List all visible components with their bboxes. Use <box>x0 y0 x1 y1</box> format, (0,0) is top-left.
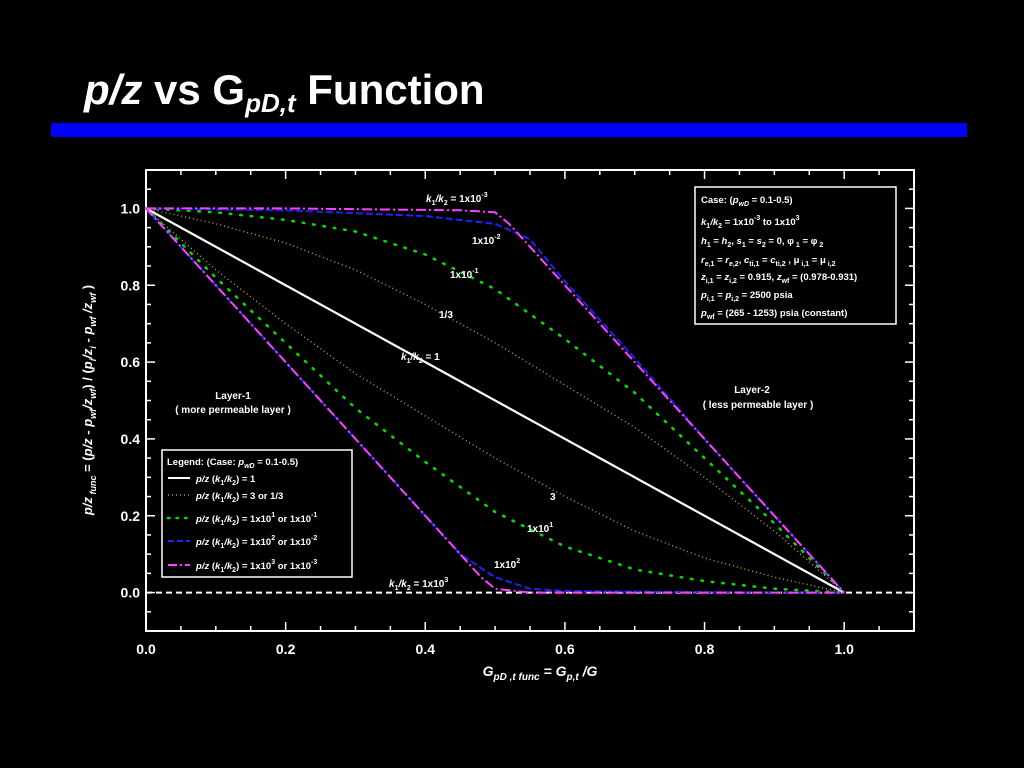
series-layer <box>144 207 914 594</box>
series-k10-inv <box>144 207 846 594</box>
curve-label-k1000-inv: k1/k2 = 1x10-3 <box>426 192 488 207</box>
svg-text:pi,1 = pi,2 = 2500 psia: pi,1 = pi,2 = 2500 psia <box>700 290 793 303</box>
y-axis-title: p/z func = (p/z - pwf/zwf) / (pi/zi - pw… <box>80 285 98 516</box>
y-tick-label: 0.8 <box>121 277 141 293</box>
svg-text:p/z (k1/k2) = 1x102 or 1x10-2: p/z (k1/k2) = 1x102 or 1x10-2 <box>195 535 317 550</box>
series-k100 <box>145 207 845 594</box>
y-tick-label: 0.2 <box>121 508 141 524</box>
y-tick-label: 0.4 <box>121 431 141 447</box>
y-tick-label: 1.0 <box>121 200 141 216</box>
x-tick-label: 0.4 <box>416 641 436 657</box>
layer1-description: ( more permeable layer ) <box>175 405 291 416</box>
x-tick-label: 0.8 <box>695 641 715 657</box>
svg-text:p/z (k1/k2) = 1x101 or 1x10-1: p/z (k1/k2) = 1x101 or 1x10-1 <box>195 512 317 527</box>
x-tick-label: 0.2 <box>276 641 296 657</box>
y-tick-labels: 0.0 0.2 0.4 0.6 0.8 1.0 <box>121 200 141 600</box>
curve-label-k10: 1x101 <box>527 522 553 535</box>
svg-text:pwf = (265 - 1253) psia (const: pwf = (265 - 1253) psia (constant) <box>700 308 847 321</box>
series-k1000-inv <box>146 207 845 594</box>
curve-label-k1: k1/k2 = 1 <box>401 352 440 365</box>
curve-label-k10-inv: 1x10-1 <box>450 268 479 281</box>
layer1-label: Layer-1 <box>215 391 251 402</box>
svg-text:re,1 = re,2, cti,1 = cti,2 , μ: re,1 = re,2, cti,1 = cti,2 , μ i,1 = μ i… <box>701 255 836 268</box>
case-parameters-box: Case: (pwD = 0.1-0.5) k1/k2 = 1x10-3 to … <box>694 186 897 325</box>
title-sub: pD,t <box>245 88 296 118</box>
slide-title: p/z vs GpD,t Function <box>84 60 485 133</box>
svg-text:p/z (k1/k2) = 3 or 1/3: p/z (k1/k2) = 3 or 1/3 <box>195 491 283 504</box>
title-accent-bar <box>51 123 967 137</box>
x-axis-title: GpD ,t func = Gp,t /G <box>483 663 598 683</box>
svg-text:p/z (k1/k2) = 1: p/z (k1/k2) = 1 <box>195 474 256 487</box>
y-tick-label: 0.6 <box>121 354 141 370</box>
x-tick-label: 0.6 <box>555 641 575 657</box>
series-k10 <box>144 207 846 594</box>
x-tick-label: 1.0 <box>834 641 854 657</box>
svg-text:Legend: (Case: pwD = 0.1-0.5): Legend: (Case: pwD = 0.1-0.5) <box>167 457 298 470</box>
svg-text:p/z (k1/k2) = 1x103 or 1x10-3: p/z (k1/k2) = 1x103 or 1x10-3 <box>195 559 317 574</box>
layer2-description: ( less permeable layer ) <box>703 400 814 411</box>
svg-text:h1 = h2, s1 = s2 = 0, φ 1 = φ: h1 = h2, s1 = s2 = 0, φ 1 = φ 2 <box>701 236 823 249</box>
curve-label-k3-inv: 1/3 <box>439 310 453 321</box>
series-k1 <box>145 207 845 594</box>
y-tick-label: 0.0 <box>121 585 141 601</box>
x-tick-label: 0.0 <box>136 641 156 657</box>
svg-text:zi,1 = zi,2 = 0.915, zwf = (0.: zi,1 = zi,2 = 0.915, zwf = (0.978-0.931) <box>700 272 857 285</box>
axis-ticks <box>145 169 915 632</box>
curve-label-k3: 3 <box>550 492 556 503</box>
svg-text:Case: (pwD = 0.1-0.5): Case: (pwD = 0.1-0.5) <box>701 195 793 208</box>
x-tick-labels: 0.0 0.2 0.4 0.6 0.8 1.0 <box>136 641 854 657</box>
chart-legend: Legend: (Case: pwD = 0.1-0.5) p/z (k1/k2… <box>161 449 353 578</box>
title-tail: Function <box>295 66 485 113</box>
title-lead: p/z <box>84 66 143 113</box>
series-k1000 <box>145 207 845 594</box>
curve-label-k100-inv: 1x10-2 <box>472 234 501 247</box>
title-mid: vs G <box>142 66 246 113</box>
layer2-label: Layer-2 <box>734 385 770 396</box>
curve-label-k100: 1x102 <box>494 558 520 571</box>
series-k3 <box>145 207 845 594</box>
curve-label-k1000: k1/k2 = 1x103 <box>389 577 448 592</box>
svg-text:k1/k2 = 1x10-3 to 1x103: k1/k2 = 1x10-3 to 1x103 <box>701 215 800 230</box>
